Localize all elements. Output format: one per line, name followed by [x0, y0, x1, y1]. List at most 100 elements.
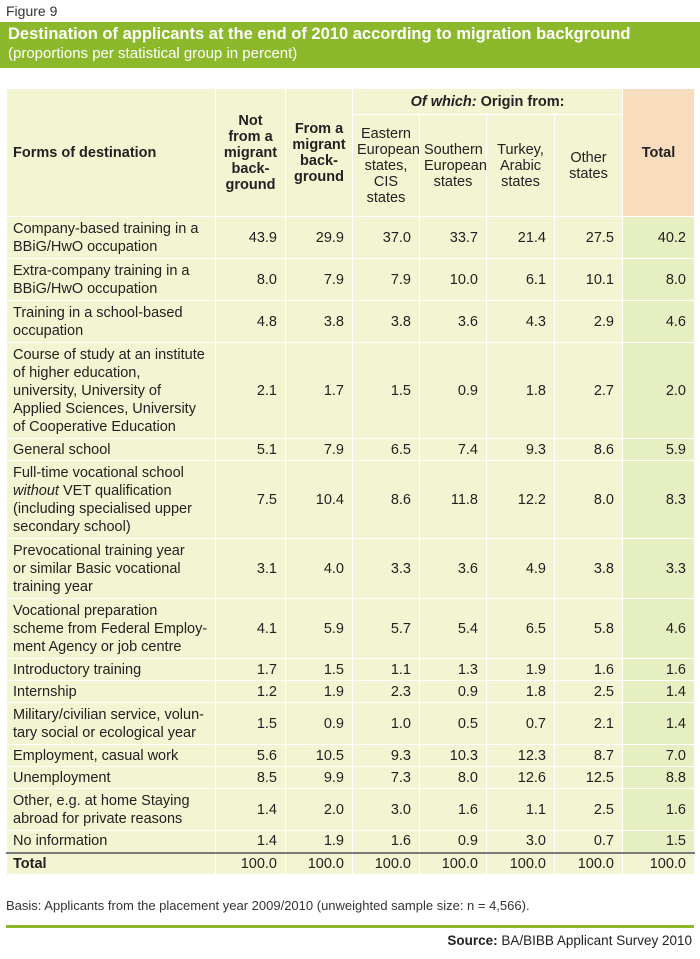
row-label-line: abroad for private reasons — [13, 810, 183, 827]
header-line: Southern — [424, 141, 483, 158]
value-cell: 0.9 — [419, 680, 487, 703]
row-label: No information — [6, 830, 216, 853]
destination-table: Forms of destination Not from a migrant bac… — [6, 88, 695, 875]
value-cell: 4.3 — [486, 300, 555, 343]
value-cell: 2.9 — [554, 300, 623, 343]
value-cell: 8.3 — [622, 460, 695, 539]
row-label: Internship — [6, 680, 216, 703]
table-row: Unemployment 8.5 9.9 7.3 8.0 12.6 12.5 8.8 — [6, 766, 695, 789]
row-label-line: BBiG/HwO occupation — [13, 280, 158, 297]
value-cell: 3.6 — [419, 538, 487, 599]
table-row: Course of study at an institute of higher… — [6, 342, 695, 439]
emphasis-without: without — [13, 482, 59, 499]
row-label-line: training year — [13, 578, 93, 595]
row-label: Full-time vocational school without VET q… — [6, 460, 216, 539]
header-of-which-em: Of which: — [410, 93, 477, 110]
value-cell: 7.3 — [352, 766, 420, 789]
header-line: ground — [294, 168, 344, 185]
total-cell: 100.0 — [419, 851, 487, 875]
row-label: Employment, casual work — [6, 744, 216, 767]
row-label: Prevocational training year or similar Ba… — [6, 538, 216, 599]
header-line: states — [366, 189, 406, 206]
row-label: Extra-company training in a BBiG/HwO occu… — [6, 258, 216, 301]
value-cell: 29.9 — [285, 216, 353, 259]
value-cell: 1.6 — [554, 658, 623, 681]
value-cell: 7.5 — [215, 460, 286, 539]
row-label-line: BBiG/HwO occupation — [13, 238, 158, 255]
header-eastern: Eastern European states, CIS states — [352, 114, 420, 217]
source-text: BA/BIBB Applicant Survey 2010 — [497, 933, 692, 948]
value-cell: 1.7 — [215, 658, 286, 681]
value-cell: 1.5 — [215, 702, 286, 745]
figure-subtitle: (proportions per statistical group in pe… — [8, 45, 298, 62]
value-cell: 5.7 — [352, 598, 420, 659]
title-bar: Destination of applicants at the end of … — [0, 22, 700, 68]
row-label: Vocational preparation scheme from Federa… — [6, 598, 216, 659]
row-label-line: of Cooperative Education — [13, 418, 176, 435]
footer-rule — [6, 925, 694, 928]
value-cell: 8.7 — [554, 744, 623, 767]
value-cell: 1.4 — [215, 830, 286, 853]
value-cell: 33.7 — [419, 216, 487, 259]
value-cell: 1.6 — [622, 658, 695, 681]
value-cell: 27.5 — [554, 216, 623, 259]
table-row: General school 5.1 7.9 6.5 7.4 9.3 8.6 5.9 — [6, 438, 695, 461]
total-cell: 100.0 — [622, 851, 695, 875]
header-line: Eastern — [361, 125, 411, 142]
value-cell: 1.7 — [285, 342, 353, 439]
row-label-line: Applied Sciences, University — [13, 400, 196, 417]
header-line: European — [357, 141, 420, 158]
value-cell: 5.6 — [215, 744, 286, 767]
row-label-line: Introductory training — [13, 661, 142, 678]
header-line: migrant — [292, 136, 346, 153]
row-label-line: Other, e.g. at home Staying — [13, 792, 190, 809]
value-cell: 8.5 — [215, 766, 286, 789]
value-cell: 4.0 — [285, 538, 353, 599]
header-not-migrant: Not from a migrant back-ground — [215, 88, 286, 217]
value-cell: 2.5 — [554, 680, 623, 703]
row-label-line: ment Agency or job centre — [13, 638, 182, 655]
value-cell: 5.9 — [622, 438, 695, 461]
table-row: Internship 1.2 1.9 2.3 0.9 1.8 2.5 1.4 — [6, 680, 695, 703]
header-southern: Southern European states — [419, 114, 487, 217]
value-cell: 1.4 — [622, 680, 695, 703]
value-cell: 1.1 — [486, 788, 555, 831]
value-cell: 7.9 — [285, 438, 353, 461]
value-cell: 1.6 — [352, 830, 420, 853]
header-line: ground — [225, 176, 276, 193]
value-cell: 5.4 — [419, 598, 487, 659]
value-cell: 3.8 — [352, 300, 420, 343]
value-cell: 3.0 — [486, 830, 555, 853]
row-label-line: occupation — [13, 322, 84, 339]
value-cell: 12.6 — [486, 766, 555, 789]
row-label-line: scheme from Federal Employ- — [13, 620, 208, 637]
row-label-line: Training in a school-based — [13, 304, 183, 321]
header-line: back- — [300, 152, 338, 169]
basis-note: Basis: Applicants from the placement yea… — [6, 898, 530, 913]
value-cell: 1.4 — [215, 788, 286, 831]
header-turkey: Turkey, Arabic states — [486, 114, 555, 217]
row-label: Unemployment — [6, 766, 216, 789]
value-cell: 8.6 — [554, 438, 623, 461]
value-cell: 10.3 — [419, 744, 487, 767]
table-row: Full-time vocational school without VET q… — [6, 460, 695, 539]
row-label-line: Vocational preparation — [13, 602, 158, 619]
value-cell: 8.0 — [622, 258, 695, 301]
value-cell: 7.9 — [352, 258, 420, 301]
header-of-which-rest: Origin from: — [476, 93, 565, 110]
table-row: Military/civilian service, volun-tary so… — [6, 702, 695, 745]
value-cell: 3.8 — [554, 538, 623, 599]
row-label-line: Internship — [13, 683, 77, 700]
header-line: Turkey, — [497, 141, 544, 158]
row-label-line: No information — [13, 833, 108, 850]
value-cell: 9.9 — [285, 766, 353, 789]
header-line: European — [424, 157, 487, 174]
value-cell: 7.0 — [622, 744, 695, 767]
value-cell: 37.0 — [352, 216, 420, 259]
row-label-line: (including specialised upper — [13, 500, 192, 517]
header-line: migrant — [223, 144, 278, 161]
table-row: Vocational preparation scheme from Federa… — [6, 598, 695, 659]
value-cell: 1.2 — [215, 680, 286, 703]
value-cell: 1.5 — [285, 658, 353, 681]
value-cell: 2.1 — [554, 702, 623, 745]
